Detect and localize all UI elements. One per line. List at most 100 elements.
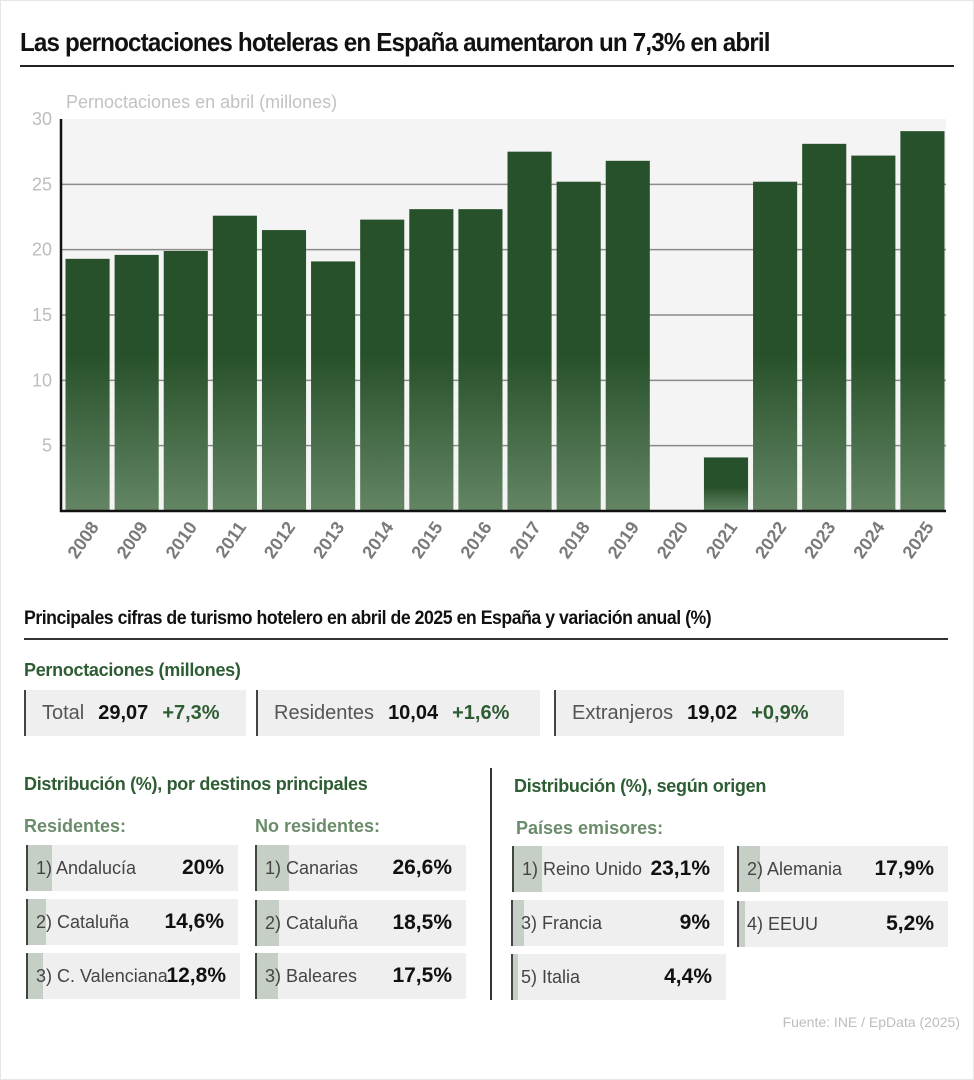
x-tick-label: 2023	[800, 518, 839, 562]
row-label: 1) Reino Unido	[522, 859, 643, 879]
kpi-residentes: Residentes 10,04 +1,6%	[256, 690, 540, 736]
row-value: 23,1%	[650, 857, 710, 880]
row-value: 17,5%	[392, 964, 452, 987]
x-tick-label: 2008	[63, 518, 102, 562]
share-bar	[28, 845, 52, 891]
bar-2025	[900, 131, 945, 511]
residentes-heading: Residentes:	[24, 816, 127, 836]
share-bar	[257, 953, 278, 999]
bar-2013	[311, 261, 356, 511]
kpi-change: +0,9%	[751, 701, 809, 724]
bar-2010	[163, 250, 208, 511]
x-tick-label: 2015	[407, 518, 446, 562]
summary-divider	[24, 638, 948, 640]
origen-row: 2) Alemania 17,9%	[737, 846, 948, 892]
row-value: 12,8%	[166, 964, 226, 987]
paises-emisores-heading: Países emisores:	[516, 818, 664, 838]
origen-row: 1) Reino Unido 23,1%	[512, 846, 724, 892]
y-tick-label: 5	[42, 436, 52, 456]
row-value: 20%	[181, 856, 224, 879]
origen-heading: Distribución (%), según origen	[514, 776, 767, 796]
kpi-change: +1,6%	[452, 701, 510, 724]
share-bar	[513, 900, 524, 946]
kpi-extranjeros: Extranjeros 19,02 +0,9%	[554, 690, 844, 736]
x-tick-label: 2014	[358, 518, 397, 562]
origen-row: 3) Francia 9%	[511, 900, 724, 946]
residentes-row: 3) C. Valenciana 12,8%	[26, 953, 240, 999]
kpi-change: +7,3%	[162, 701, 220, 724]
x-tick-label: 2016	[456, 518, 495, 562]
row-value: 4,4%	[664, 965, 712, 988]
x-tick-label: 2012	[260, 518, 299, 562]
bar-2019	[605, 160, 650, 511]
row-value: 26,6%	[392, 856, 452, 879]
y-tick-label: 25	[32, 174, 52, 194]
residentes-row: 1) Andalucía 20%	[26, 845, 238, 891]
summary-heading: Principales cifras de turismo hotelero e…	[24, 608, 712, 629]
share-bar	[257, 845, 289, 891]
title-divider	[20, 65, 954, 67]
no-residentes-row: 3) Baleares 17,5%	[255, 953, 466, 999]
share-bar	[28, 899, 46, 945]
pernoctaciones-heading: Pernoctaciones (millones)	[24, 660, 241, 680]
share-bar	[739, 846, 761, 892]
share-bar	[739, 901, 746, 947]
row-value: 14,6%	[164, 910, 224, 933]
row-value: 18,5%	[392, 911, 452, 934]
x-tick-label: 2019	[604, 518, 643, 562]
row-label: 2) Cataluña	[265, 913, 359, 933]
no-residentes-heading: No residentes:	[255, 816, 381, 836]
x-tick-label: 2020	[653, 518, 692, 562]
row-label: 4) EEUU	[747, 914, 819, 934]
x-tick-label: 2018	[555, 518, 594, 562]
row-label: 1) Andalucía	[36, 858, 137, 878]
destinos-heading: Distribución (%), por destinos principal…	[24, 774, 368, 794]
row-label: 2) Cataluña	[36, 912, 130, 932]
bar-2014	[360, 219, 405, 511]
y-tick-label: 10	[32, 370, 52, 390]
row-label: 3) Francia	[521, 913, 603, 933]
chart-title: Pernoctaciones en abril (millones)	[66, 92, 337, 112]
bar-2015	[409, 209, 454, 511]
row-label: 5) Italia	[521, 967, 581, 987]
bar-2023	[802, 143, 847, 511]
bar-2011	[212, 215, 257, 511]
row-value: 5,2%	[886, 912, 934, 935]
x-tick-label: 2025	[898, 518, 937, 562]
residentes-row: 2) Cataluña 14,6%	[26, 899, 238, 945]
row-label: 3) Baleares	[265, 966, 358, 986]
bar-2018	[556, 181, 601, 511]
bar-2012	[261, 230, 307, 512]
bar-2008	[65, 258, 110, 511]
bar-2024	[851, 155, 896, 511]
share-bar	[514, 846, 542, 892]
share-bar	[513, 954, 519, 1000]
y-tick-label: 15	[32, 305, 52, 325]
kpi-value: 10,04	[388, 701, 439, 724]
bar-2021	[703, 457, 749, 511]
origen-row: 4) EEUU 5,2%	[737, 901, 948, 947]
bar-2017	[507, 151, 552, 511]
y-tick-label: 30	[32, 109, 52, 129]
y-tick-label: 20	[32, 240, 52, 260]
row-label: 2) Alemania	[747, 859, 843, 879]
x-tick-label: 2024	[849, 518, 888, 562]
x-tick-label: 2021	[702, 518, 741, 562]
page-title: Las pernoctaciones hoteleras en España a…	[20, 27, 771, 57]
section-divider	[490, 768, 492, 1000]
share-bar	[257, 900, 280, 946]
kpi-value: 19,02	[687, 701, 738, 724]
source-note: Fuente: INE / EpData (2025)	[782, 1014, 960, 1030]
kpi-label: Residentes	[274, 701, 375, 724]
x-tick-label: 2009	[113, 518, 152, 562]
share-bar	[28, 953, 44, 999]
x-tick-label: 2013	[309, 518, 348, 562]
no-residentes-row: 2) Cataluña 18,5%	[255, 900, 466, 946]
row-value: 17,9%	[874, 857, 934, 880]
x-tick-label: 2010	[162, 518, 201, 562]
origen-row: 5) Italia 4,4%	[511, 954, 726, 1000]
kpi-value: 29,07	[98, 701, 149, 724]
row-label: 1) Canarias	[265, 858, 359, 878]
bar-2022	[753, 181, 798, 511]
